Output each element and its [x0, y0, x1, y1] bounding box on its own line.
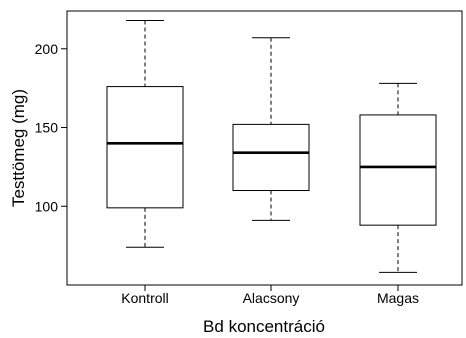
plot-frame [66, 10, 463, 286]
x-axis-label: Bd koncentráció [203, 317, 325, 336]
box-kontroll [106, 19, 184, 248]
y-axis-label: Testtömeg (mg) [9, 89, 28, 207]
box-iqr [106, 86, 184, 209]
x-tick-label: Magas [377, 290, 419, 306]
x-tick-label: Alacsony [243, 290, 300, 306]
y-tick-label: 100 [35, 198, 59, 214]
y-tick-label: 200 [35, 41, 59, 57]
x-tick-label: Kontroll [121, 290, 168, 306]
boxes [106, 19, 437, 273]
y-axis: 100 150 200 [35, 41, 67, 214]
box-magas [359, 82, 437, 273]
x-axis: Kontroll Alacsony Magas [121, 285, 419, 306]
y-tick-label: 150 [35, 120, 59, 136]
box-alacsony [232, 37, 310, 221]
box-iqr [232, 123, 310, 192]
box-iqr [359, 114, 437, 226]
